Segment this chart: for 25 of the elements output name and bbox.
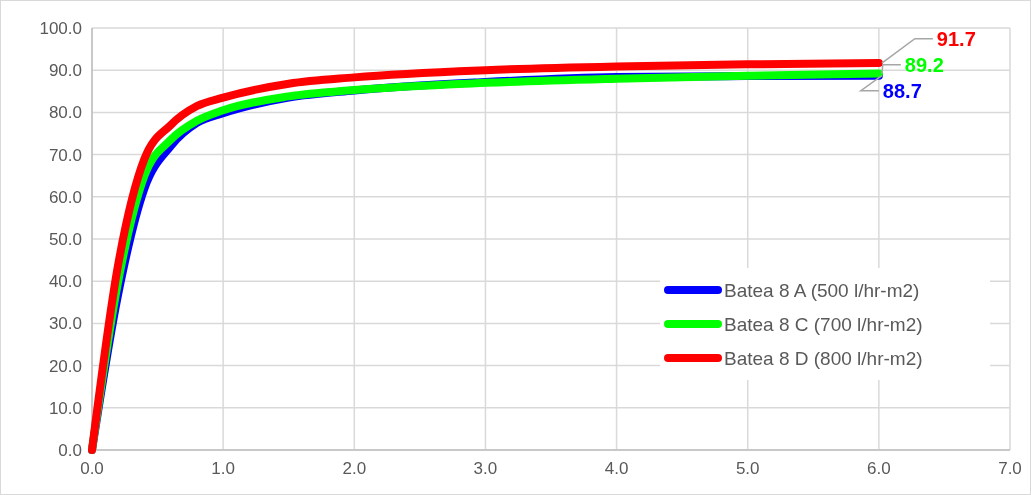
x-tick-label: 2.0 (342, 459, 367, 478)
y-tick-label: 60.0 (48, 187, 82, 207)
legend-label: Batea 8 C (700 l/hr-m2) (724, 313, 923, 335)
x-tick-label: 1.0 (211, 459, 235, 478)
x-tick-label: 6.0 (867, 459, 891, 478)
y-tick-label: 40.0 (48, 272, 82, 292)
x-tick-label: 5.0 (735, 459, 760, 478)
y-tick-label: 80.0 (48, 103, 82, 123)
data-label: 89.2 (904, 53, 944, 76)
y-tick-label: 20.0 (48, 356, 82, 376)
legend-label: Batea 8 A (500 l/hr-m2) (724, 279, 920, 301)
y-tick-label: 70.0 (48, 145, 82, 165)
x-tick-label: 4.0 (604, 459, 629, 478)
data-label: 88.7 (882, 79, 922, 102)
y-tick-label: 50.0 (48, 229, 82, 249)
y-tick-label: 0.0 (58, 440, 82, 460)
y-tick-label: 30.0 (48, 314, 82, 334)
data-label: 91.7 (936, 27, 976, 50)
x-tick-label: 0.0 (80, 459, 104, 478)
x-tick-label: 3.0 (473, 459, 498, 478)
x-tick-label: 7.0 (998, 459, 1022, 478)
y-tick-label: 10.0 (48, 398, 82, 418)
legend-label: Batea 8 D (800 l/hr-m2) (724, 347, 923, 369)
y-tick-label: 90.0 (48, 61, 82, 81)
y-tick-label: 100.0 (39, 18, 82, 38)
